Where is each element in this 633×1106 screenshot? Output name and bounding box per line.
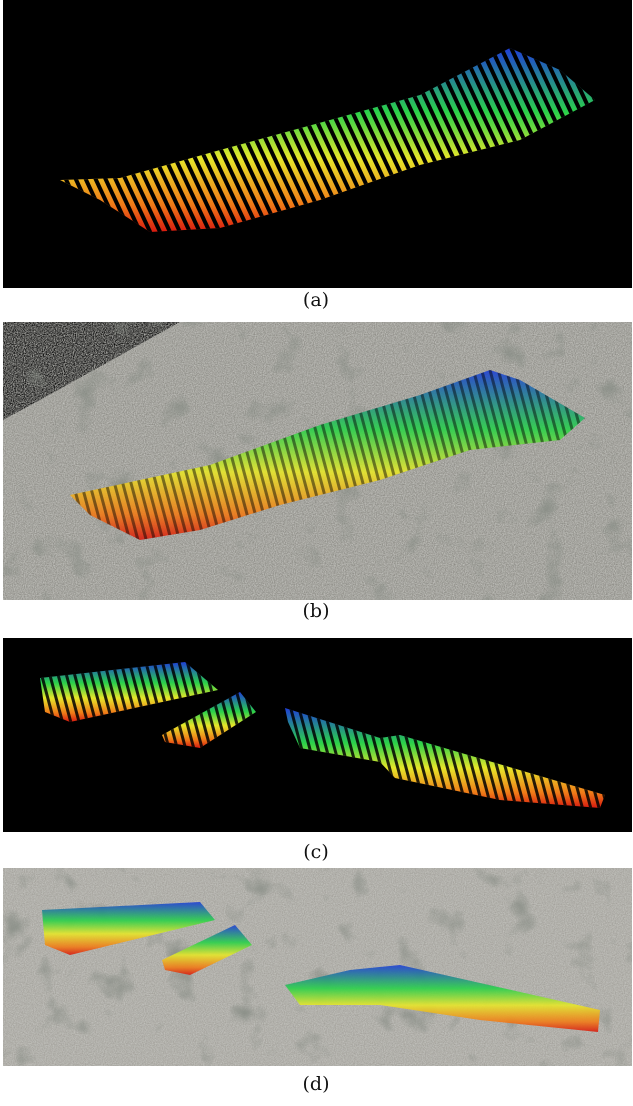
panel-a xyxy=(3,0,632,288)
caption: (c) xyxy=(303,841,328,863)
caption: (b) xyxy=(303,600,330,622)
caption: (d) xyxy=(303,1073,330,1095)
vegetation xyxy=(3,868,632,1066)
page: (a) (b) (c) (d) (() => { const data = JS… xyxy=(0,0,633,1106)
panel-d xyxy=(3,868,632,1066)
figure: (a) (b) (c) (d) xyxy=(0,0,633,1106)
panel-b xyxy=(3,322,632,600)
panel-c xyxy=(3,638,632,832)
caption: (a) xyxy=(303,289,329,311)
